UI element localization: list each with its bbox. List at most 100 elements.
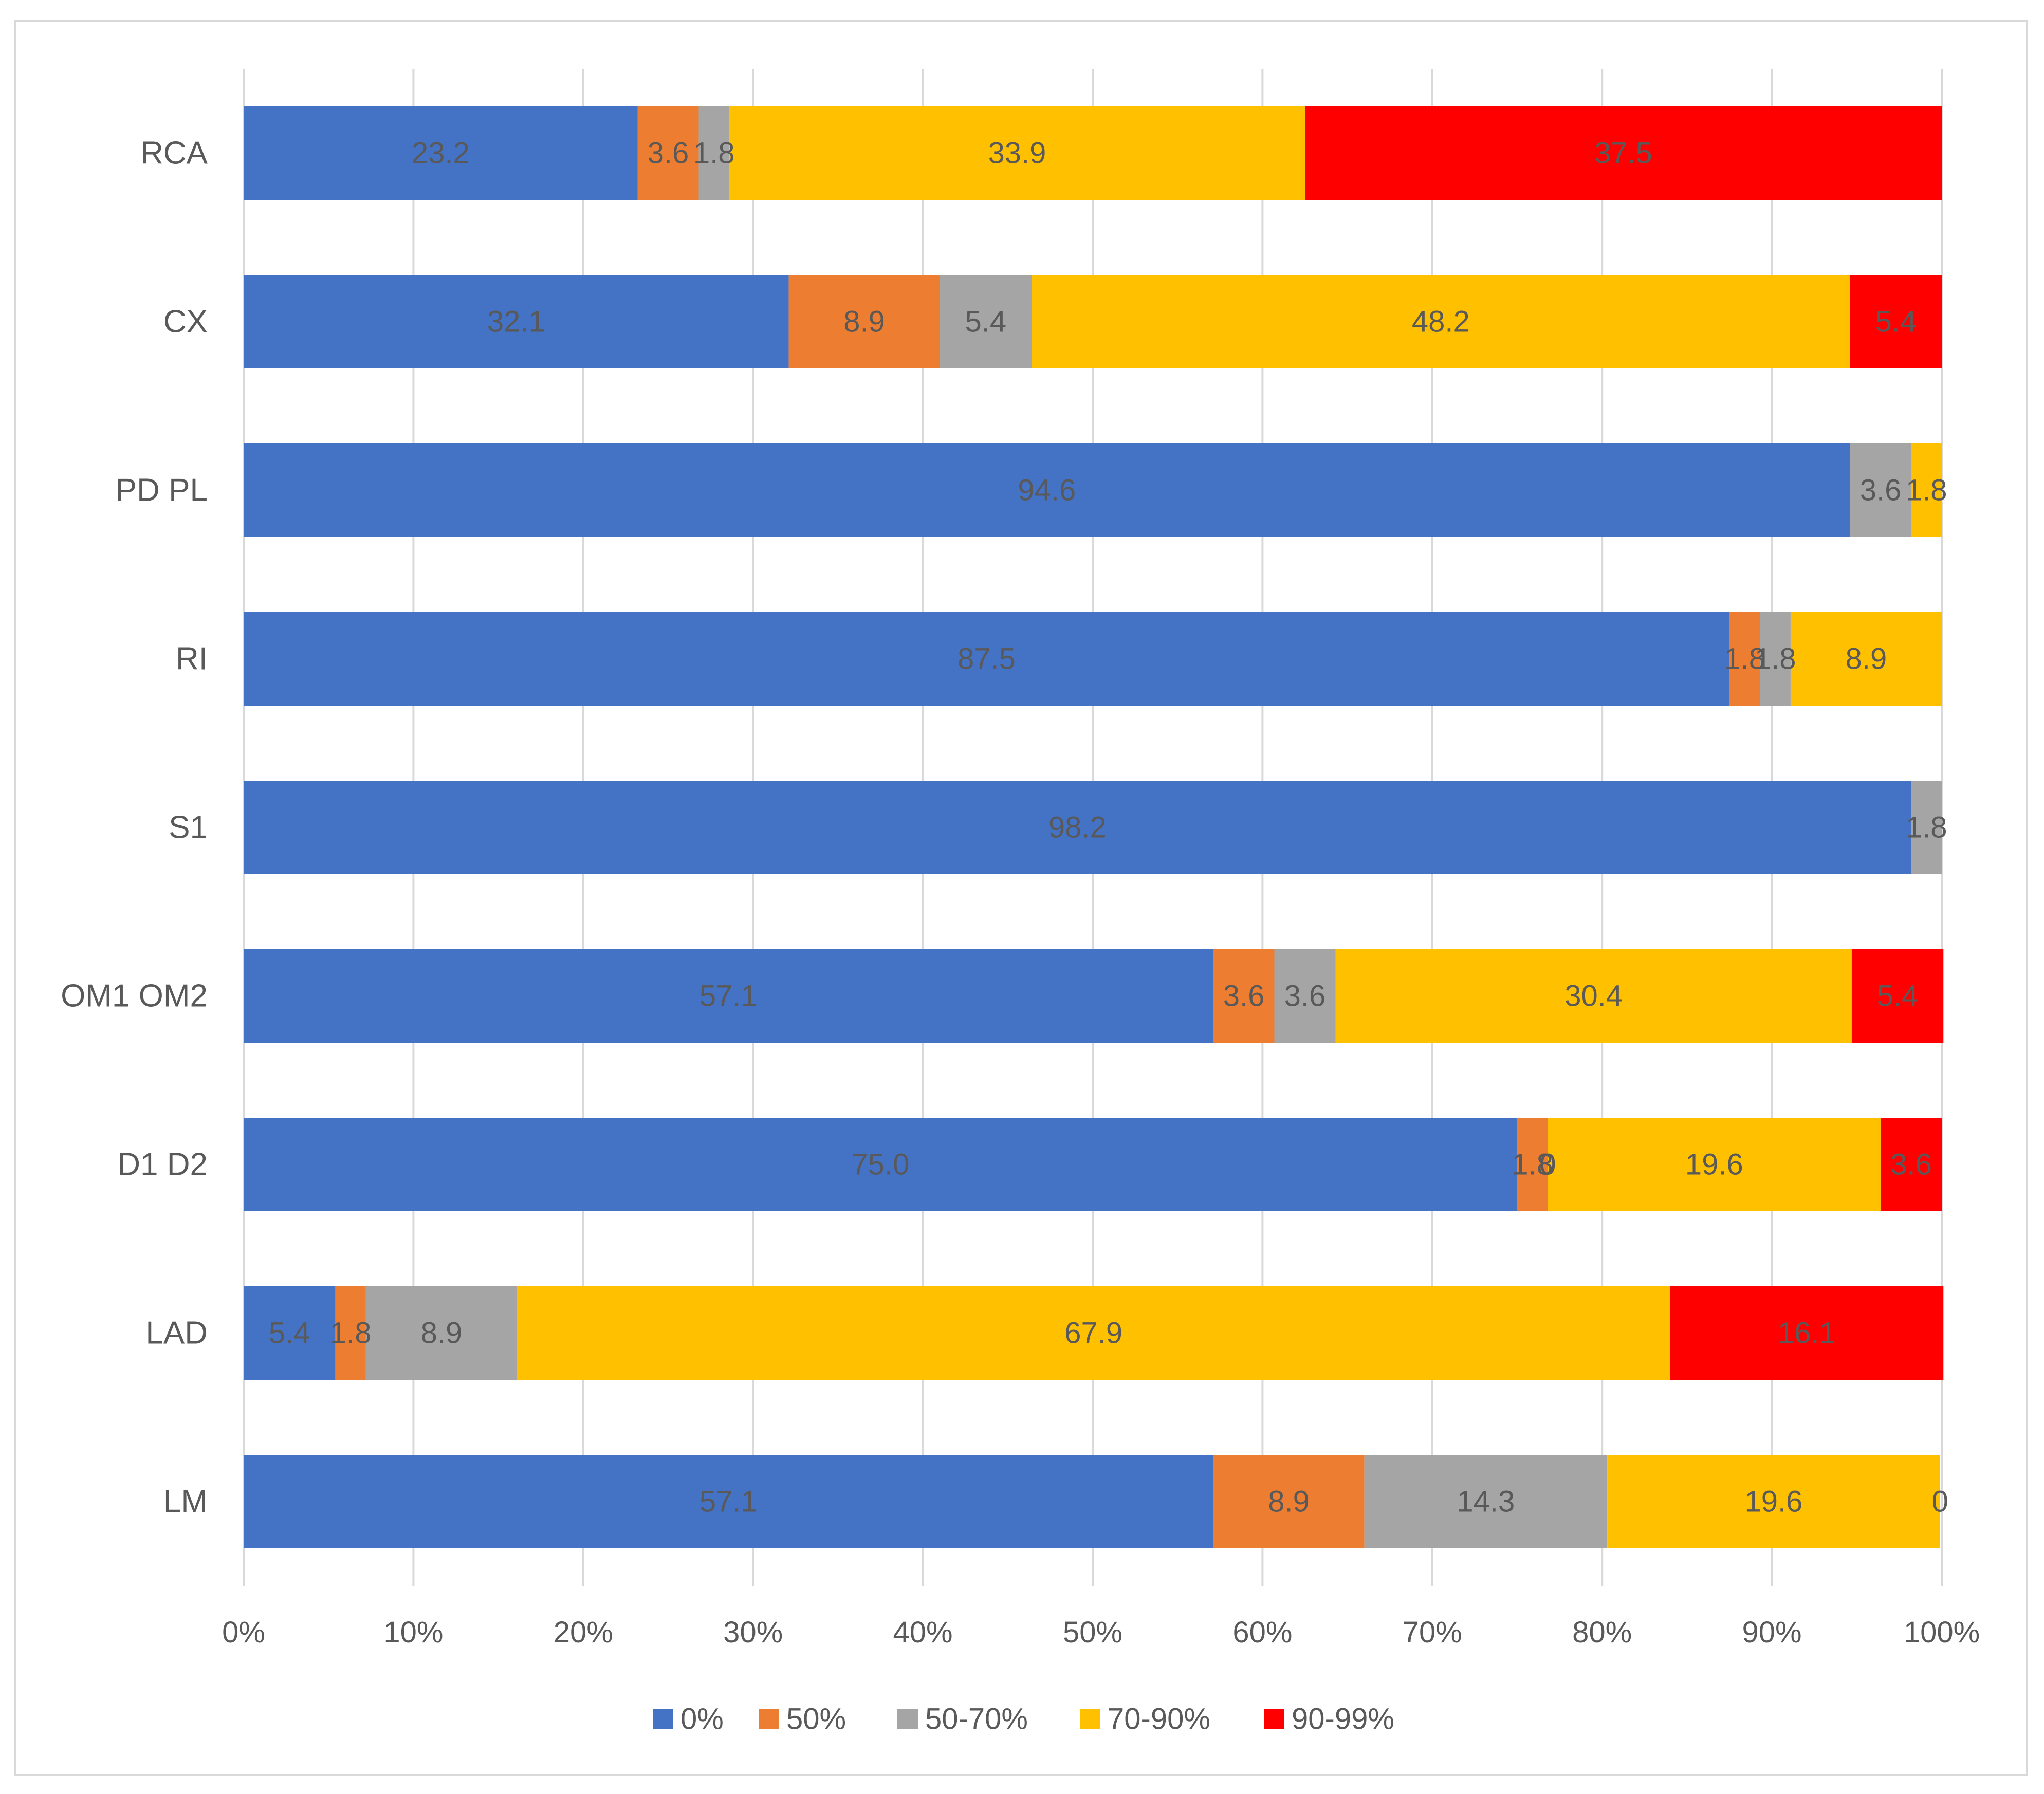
bar-segment [244,781,1911,874]
bar-segment [1729,612,1760,706]
data-label: 94.6 [1018,474,1076,507]
legend-swatch [1264,1709,1284,1729]
data-label: 5.4 [269,1317,310,1350]
x-tick-labels: 0% 10% 20% 30% 40% 50% 60% 70% 80% 90% 100% [222,1616,1980,1649]
x-tick-label: 50% [1063,1616,1122,1649]
data-label: 3.6 [1223,979,1265,1013]
data-label: 57.1 [699,979,758,1013]
bar-segment [517,1286,1670,1380]
data-label: 8.9 [421,1317,463,1350]
category-label: OM1 OM2 [61,978,208,1014]
category-label: RI [176,641,208,677]
bar-segment [1670,1286,1944,1380]
data-label: 5.4 [965,305,1007,339]
legend-swatch [759,1709,779,1729]
legend-label: 90-99% [1292,1703,1394,1736]
bar-segment [244,443,1850,537]
data-label: 48.2 [1412,305,1470,339]
x-tick-label: 60% [1232,1616,1292,1649]
bar-segment [244,612,1729,706]
bar-segment [1911,781,1942,874]
legend-label: 70-90% [1108,1703,1210,1736]
data-label: 37.5 [1594,137,1652,170]
bar-segment [1364,1455,1608,1548]
data-label: 3.6 [1890,1148,1932,1181]
bar-segment [1760,612,1791,706]
bar-segment [244,1455,1213,1548]
bar-segment [244,949,1213,1043]
bar-segment [637,106,699,200]
data-label: 8.9 [843,305,885,339]
bar-segment [729,106,1305,200]
bar-segment [244,1286,336,1380]
bar-segment [1607,1455,1940,1548]
category-label: RCA [140,136,208,171]
data-label: 23.2 [412,137,470,170]
x-tick-label: 10% [383,1616,443,1649]
bar-segment [1850,443,1911,537]
data-label: 75.0 [852,1148,910,1181]
x-tick-label: 80% [1572,1616,1632,1649]
x-tick-label: 30% [723,1616,783,1649]
bar-segment [335,1286,366,1380]
data-label: 32.1 [487,305,545,339]
x-tick-label: 40% [893,1616,953,1649]
bar-segment [1274,949,1336,1043]
bar-segment [365,1286,517,1380]
bar-segment [940,275,1032,368]
bar-segment [1851,949,1944,1043]
data-label: 0 [1932,1485,1948,1519]
category-label: LAD [145,1316,208,1351]
bar-segment [244,1118,1517,1211]
data-label: 14.3 [1457,1485,1515,1519]
segment-labels: 23.2 3.6 1.8 33.9 37.532.1 8.9 5.4 48.2 5.494.6 3… [269,137,1948,1519]
data-label: 33.9 [988,137,1046,170]
data-label: 3.6 [1860,474,1902,507]
bar-segment [244,275,789,368]
data-label: 8.9 [1846,642,1887,676]
data-label: 57.1 [699,1485,758,1519]
category-labels: RCA CX PD PL RI S1 OM1 OM2 D1 D2 LAD LM [61,136,208,1520]
chart-frame: 23.2 3.6 1.8 33.9 37.5 32.1 8.9 5.4 48.2 5.4 94.6 3… [14,20,2028,1776]
legend-label: 50% [786,1703,846,1736]
legend-swatch [1080,1709,1100,1729]
data-label: 19.6 [1685,1148,1743,1181]
bar-segment [1881,1118,1942,1211]
legend-label: 0% [680,1703,724,1736]
data-label: 1.8 [330,1317,372,1350]
category-label: PD PL [116,473,208,508]
data-label: 1.8 [693,137,735,170]
bar-segment [788,275,940,368]
bar-segment [244,106,638,200]
bar-segment [1032,275,1850,368]
category-label: D1 D2 [117,1147,208,1182]
bar-segment [1305,106,1942,200]
bar-segment [698,106,729,200]
data-label: 5.4 [1875,305,1917,339]
bar-segment [1850,275,1942,368]
data-label: 1.8 [1512,1148,1553,1181]
data-label: 67.9 [1064,1317,1122,1350]
data-label: 1.8 [1755,642,1796,676]
data-label: 16.1 [1778,1317,1836,1350]
category-label: CX [163,304,208,340]
bar-segment [1911,443,1942,537]
bar-segment [1335,949,1852,1043]
bar-segment [1548,1118,1881,1211]
data-label: 30.4 [1564,979,1623,1013]
bar-segment [1213,949,1275,1043]
data-label: 87.5 [957,642,1016,676]
category-label: S1 [169,810,208,845]
x-tick-label: 90% [1742,1616,1802,1649]
x-tick-label: 70% [1403,1616,1462,1649]
x-tick-label: 100% [1904,1616,1980,1649]
data-label: 1.8 [1906,811,1947,844]
data-label: 1.8 [1906,474,1947,507]
legend: 0% 50% 50-70% 70-90% 90-99% [653,1703,1394,1736]
data-label: 3.6 [648,137,689,170]
x-tick-label: 0% [222,1616,265,1649]
legend-swatch [653,1709,673,1729]
stacked-bar-chart: 23.2 3.6 1.8 33.9 37.532.1 8.9 5.4 48.2 5.494.6 3… [61,69,1980,1736]
data-label: 19.6 [1744,1485,1802,1519]
bar-segment [1790,612,1942,706]
